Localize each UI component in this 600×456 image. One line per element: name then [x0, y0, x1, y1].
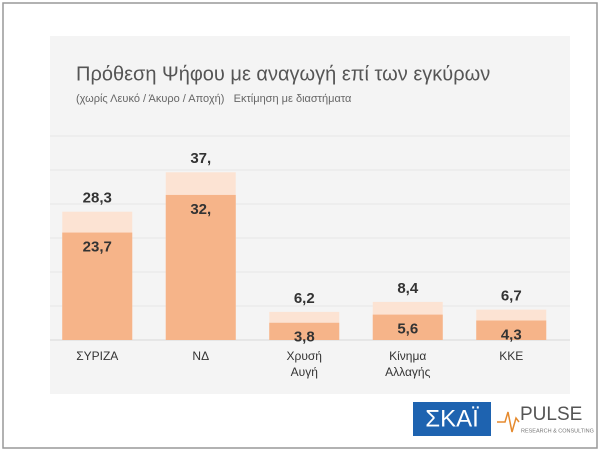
skai-logo-text: ΣΚΑΪ	[425, 405, 479, 432]
value-label: 3,8	[294, 329, 315, 346]
bar	[62, 232, 133, 340]
bar	[165, 194, 236, 340]
chart-title: Πρόθεση Ψήφου με αναγωγή επί των εγκύρων	[76, 63, 490, 85]
upper-value-label: 28,3	[83, 190, 112, 207]
bar	[476, 320, 547, 340]
bar	[269, 322, 340, 340]
x-tick-label: Χρυσή Αυγή	[287, 349, 322, 379]
chart-subtitle: (χωρίς Λευκό / Άκυρο / Αποχή) Εκτίμηση μ…	[76, 93, 352, 105]
bar	[372, 314, 443, 340]
plot: 28,3 23,7 ΣΥΡΙΖΑ 37, 32, ΝΔ 6,2 3,8 Χρυσή Αυγή 8,4…	[50, 135, 570, 379]
x-tick-label: Κίνημα Αλλαγής	[385, 349, 430, 379]
upper-value-label: 8,4	[397, 280, 419, 297]
upper-value-label: 6,7	[501, 288, 522, 305]
skai-logo	[413, 402, 491, 436]
pulse-logo-text: PULSE	[520, 404, 582, 425]
upper-value-label: 37,	[190, 150, 211, 167]
upper-value-label: 6,2	[294, 290, 315, 307]
value-label: 32,	[190, 201, 211, 218]
pulse-icon	[497, 411, 520, 433]
x-tick-label: ΚΚΕ	[499, 349, 523, 363]
value-label: 23,7	[83, 239, 112, 256]
x-tick-label: ΝΔ	[192, 349, 209, 363]
value-label: 4,3	[501, 326, 522, 343]
x-tick-label: ΣΥΡΙΖΑ	[76, 349, 118, 363]
pulse-tagline: RESEARCH & CONSULTING	[521, 428, 594, 434]
value-label: 5,6	[397, 321, 418, 338]
